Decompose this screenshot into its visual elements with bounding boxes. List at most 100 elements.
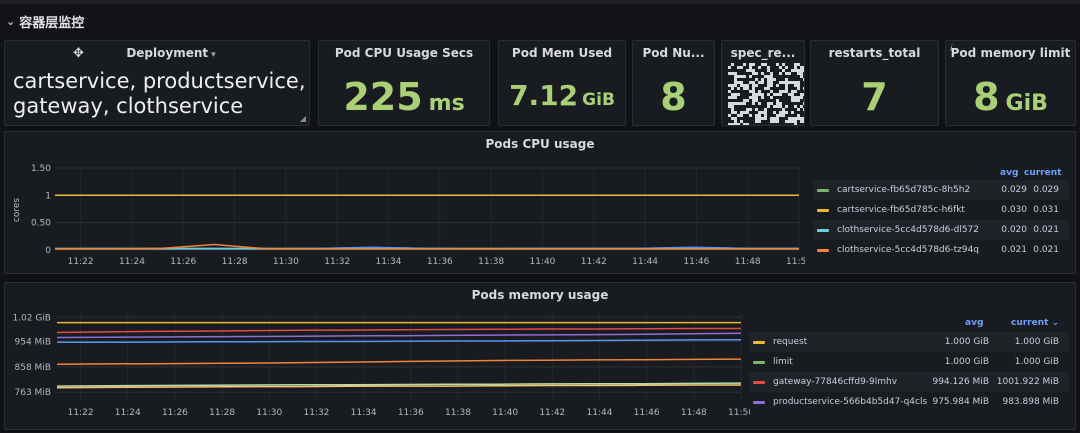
noise-cell <box>800 117 803 120</box>
noise-cell <box>749 108 752 111</box>
noise-cell <box>740 66 743 69</box>
mem-used-title[interactable]: Pod Mem Used <box>511 46 613 60</box>
legend-name[interactable]: cartservice-fb65d785c-8h5h2 <box>837 185 971 195</box>
legend-name[interactable]: limit <box>773 357 793 367</box>
legend-header-current[interactable]: current <box>1024 168 1062 178</box>
restarts-title[interactable]: restarts_total <box>828 46 921 60</box>
y-tick-label: 954 MiB <box>15 337 51 347</box>
noise-cell <box>761 72 764 75</box>
cpu-usage-secs-title[interactable]: Pod CPU Usage Secs <box>334 46 474 60</box>
chevron-down-icon[interactable]: ▾ <box>211 50 216 60</box>
noise-cell <box>755 78 758 81</box>
mem-limit-title[interactable]: Pod memory limit <box>950 46 1071 60</box>
noise-cell <box>776 120 779 123</box>
legend-swatch[interactable] <box>817 208 829 212</box>
deployment-value: cartservice, productservice, gateway, cl… <box>13 69 306 118</box>
noise-cell <box>773 120 776 123</box>
x-tick-label: 11:22 <box>68 408 94 418</box>
noise-cell <box>791 96 794 99</box>
noise-cell <box>785 84 788 87</box>
noise-cell <box>740 114 743 117</box>
legend-item[interactable]: clothservice-5cc4d578d6-dl572 <box>817 220 979 240</box>
noise-cell <box>746 123 749 125</box>
resize-handle-icon[interactable]: ◢ <box>299 114 306 123</box>
noise-cell <box>800 69 803 72</box>
noise-cell <box>785 78 788 81</box>
legend-name[interactable]: productservice-566b4b5d47-q4cls <box>773 397 928 407</box>
noise-cell <box>776 114 779 117</box>
y-tick-label: 0 <box>45 246 51 256</box>
noise-cell <box>749 75 752 78</box>
legend-item[interactable]: cartservice-fb65d785c-h6fkt <box>817 200 965 220</box>
noise-cell <box>797 69 800 72</box>
noise-cell <box>800 96 803 99</box>
legend-swatch[interactable] <box>817 188 829 192</box>
legend-swatch[interactable] <box>753 360 765 364</box>
legend-item[interactable]: clothservice-5cc4d578d6-tz94q <box>817 240 979 260</box>
noise-cell <box>734 120 737 123</box>
noise-cell <box>752 84 755 87</box>
noise-cell <box>776 105 779 108</box>
legend-swatch[interactable] <box>753 400 765 404</box>
legend-item[interactable]: productservice-566b4b5d47-q4cls <box>753 392 927 412</box>
noise-cell <box>755 108 758 111</box>
cpu-chart-panel: Pods CPU usage 1.50 1 0.50 0 11:22 11:24 11:26… <box>4 131 1076 274</box>
legend-row-stripe <box>749 372 1069 392</box>
legend-header-current[interactable]: current ⌄ <box>1011 318 1060 328</box>
legend-avg: 0.020 <box>1001 225 1027 235</box>
noise-cell <box>782 114 785 117</box>
deployment-title[interactable]: Deployment ▾ <box>126 46 216 60</box>
legend-name[interactable]: request <box>773 337 808 347</box>
legend-row-stripe <box>813 180 1069 200</box>
legend-current: 0.031 <box>1033 205 1059 215</box>
noise-cell <box>782 81 785 84</box>
legend-name[interactable]: clothservice-5cc4d578d6-tz94q <box>837 245 980 255</box>
x-tick-label: 11:32 <box>303 408 329 418</box>
move-icon[interactable]: ✥ <box>73 46 84 61</box>
x-tick-label: 11:30 <box>256 408 282 418</box>
row-header[interactable]: ⌄ 容器层监控 <box>6 10 84 32</box>
legend-item[interactable]: request <box>753 332 807 352</box>
noise-cell <box>797 81 800 84</box>
legend-item[interactable]: limit <box>753 352 793 372</box>
legend-swatch[interactable] <box>753 380 765 384</box>
noise-cell <box>737 93 740 96</box>
noise-cell <box>749 114 752 117</box>
mem-chart-title[interactable]: Pods memory usage <box>471 288 609 302</box>
x-tick-label: 11:36 <box>398 408 424 418</box>
noise-cell <box>746 108 749 111</box>
noise-cell <box>785 81 788 84</box>
noise-cell <box>776 102 779 105</box>
noise-cell <box>749 81 752 84</box>
info-icon[interactable]: i <box>950 44 953 54</box>
legend-swatch[interactable] <box>817 248 829 252</box>
legend-avg: 1.000 GiB <box>944 337 989 347</box>
legend-header-avg[interactable]: avg <box>1000 168 1019 178</box>
x-tick-label: 11:50 <box>786 257 805 267</box>
legend-avg: 0.030 <box>1001 205 1027 215</box>
cpu-chart-title[interactable]: Pods CPU usage <box>485 137 595 151</box>
pod-num-title[interactable]: Pod Nu... <box>642 46 705 60</box>
noise-cell <box>731 102 734 105</box>
noise-cell <box>764 87 767 90</box>
legend-row-stripe <box>813 220 1069 240</box>
noise-cell <box>794 105 797 108</box>
noise-cell <box>737 114 740 117</box>
spec-title[interactable]: spec_re... <box>730 46 796 60</box>
legend-name[interactable]: clothservice-5cc4d578d6-dl572 <box>837 225 979 235</box>
legend-swatch[interactable] <box>817 228 829 232</box>
cpu-usage-secs-value: 225 <box>343 75 423 119</box>
noise-cell <box>752 93 755 96</box>
legend-item[interactable]: gateway-77846cffd9-9lmhv <box>753 372 897 392</box>
legend-header-avg[interactable]: avg <box>965 318 984 328</box>
noise-cell <box>752 102 755 105</box>
legend-name[interactable]: gateway-77846cffd9-9lmhv <box>773 377 898 387</box>
noise-cell <box>791 117 794 120</box>
legend-swatch[interactable] <box>753 340 765 344</box>
noise-cell <box>737 81 740 84</box>
row-collapse-chevron-icon[interactable]: ⌄ <box>6 14 16 28</box>
legend-item[interactable]: cartservice-fb65d785c-8h5h2 <box>817 180 970 200</box>
noise-cell <box>758 117 761 120</box>
noise-cell <box>785 87 788 90</box>
legend-name[interactable]: cartservice-fb65d785c-h6fkt <box>837 205 965 215</box>
